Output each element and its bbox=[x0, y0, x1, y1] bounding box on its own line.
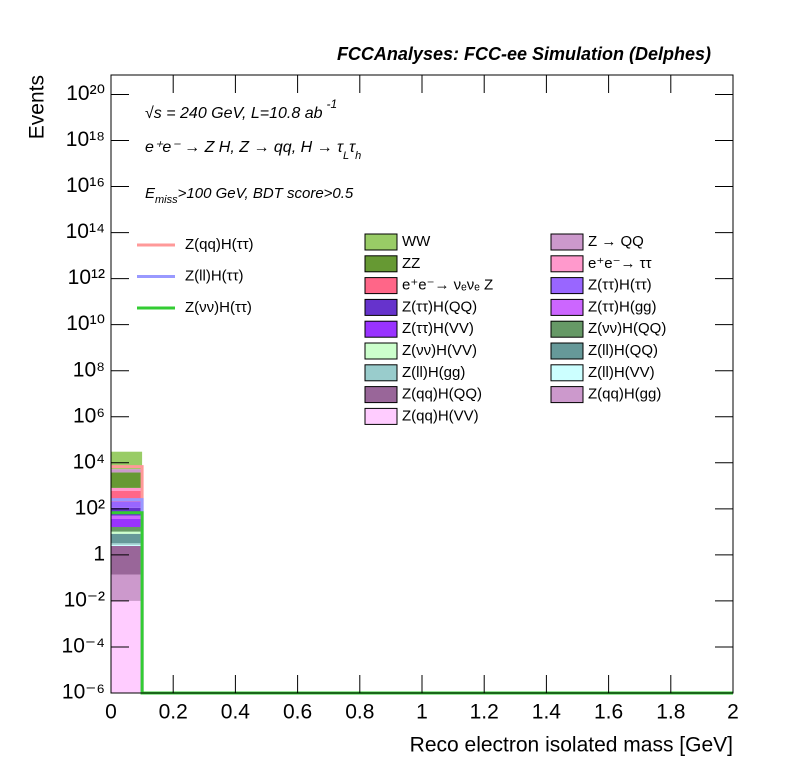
legend-label: Z(qq)H(gg) bbox=[588, 386, 661, 403]
y-tick-label: 10⁻² bbox=[64, 588, 105, 611]
line bbox=[111, 465, 733, 695]
y-tick-label: 10¹⁴ bbox=[66, 220, 105, 243]
y-tick-label: 10⁻⁶ bbox=[62, 681, 105, 704]
y-tick-label: 10¹⁸ bbox=[66, 128, 105, 151]
bar bbox=[111, 545, 143, 575]
x-tick-label: 0.2 bbox=[159, 701, 188, 724]
bar bbox=[111, 490, 143, 502]
bar bbox=[111, 515, 143, 519]
legend-label: e⁺e⁻→ νₑνₑ Z bbox=[402, 277, 493, 294]
legend-swatch bbox=[364, 255, 398, 273]
legend-swatch bbox=[550, 233, 584, 251]
line bbox=[111, 511, 733, 695]
legend-label: Z(ττ)H(VV) bbox=[402, 320, 474, 337]
legend-swatch bbox=[550, 277, 584, 295]
legend-label: Z(ττ)H(gg) bbox=[588, 298, 657, 315]
annotation-part: √s = 240 GeV, L=10.8 ab bbox=[145, 105, 323, 122]
bar bbox=[111, 531, 143, 534]
legend-swatch bbox=[364, 320, 398, 338]
legend-label: Z → QQ bbox=[588, 233, 644, 250]
legend-swatch bbox=[550, 364, 584, 382]
bar bbox=[111, 501, 143, 508]
annotation: e⁺e⁻ → Z H, Z → qq, H → τLτh bbox=[145, 139, 361, 162]
legend-swatch bbox=[364, 407, 398, 425]
y-tick-label: 10²⁰ bbox=[66, 82, 105, 105]
annotation-part: L bbox=[343, 150, 349, 162]
annotation-part: -1 bbox=[327, 97, 338, 111]
x-tick-label: 0.8 bbox=[345, 701, 374, 724]
legend-label: ZZ bbox=[402, 255, 420, 272]
legend-label: Z(ll)H(VV) bbox=[588, 364, 655, 381]
y-axis-label: Events bbox=[26, 75, 49, 139]
legend-label: Z(qq)H(QQ) bbox=[402, 386, 482, 403]
legend-label: Z(νν)H(VV) bbox=[402, 342, 477, 359]
legend-swatch bbox=[364, 233, 398, 251]
y-tick-label: 10⁶ bbox=[73, 404, 105, 427]
legend-swatch bbox=[364, 342, 398, 360]
legend-label: Z(ττ)H(QQ) bbox=[402, 298, 477, 315]
legend-label: Z(ττ)H(ττ) bbox=[588, 277, 652, 294]
y-tick-label: 10¹⁰ bbox=[66, 312, 105, 335]
legend-swatch bbox=[550, 298, 584, 316]
bar bbox=[111, 487, 143, 491]
x-axis-label: Reco electron isolated mass [GeV] bbox=[410, 734, 733, 757]
annotation: Emiss>100 GeV, BDT score>0.5 bbox=[145, 185, 354, 206]
legend-swatch bbox=[550, 386, 584, 404]
chart-title: FCCAnalyses: FCC-ee Simulation (Delphes) bbox=[337, 44, 711, 64]
bar bbox=[111, 472, 143, 488]
y-tick-label: 10⁸ bbox=[73, 358, 105, 381]
legend-swatch bbox=[364, 386, 398, 404]
legend-swatch bbox=[550, 255, 584, 273]
bar bbox=[111, 518, 143, 528]
y-tick-label: 1 bbox=[93, 542, 105, 565]
annotation-part: >100 GeV, BDT score>0.5 bbox=[178, 185, 354, 202]
annotation-part: τ bbox=[349, 139, 356, 156]
legend-label: WW bbox=[402, 233, 431, 250]
y-tick-label: 10¹² bbox=[68, 266, 105, 289]
y-tick-label: 10⁻⁴ bbox=[62, 635, 105, 658]
x-tick-label: 1.4 bbox=[532, 701, 562, 724]
legend-label: e⁺e⁻→ ττ bbox=[588, 255, 652, 272]
x-tick-label: 2 bbox=[727, 701, 739, 724]
y-tick-label: 10² bbox=[75, 496, 105, 519]
bar bbox=[111, 451, 143, 470]
y-tick-label: 10⁴ bbox=[73, 450, 105, 473]
bar bbox=[111, 469, 143, 473]
legend-label: Z(qq)H(ττ) bbox=[185, 236, 254, 253]
bar bbox=[111, 533, 143, 544]
legend-swatch bbox=[550, 320, 584, 338]
line bbox=[111, 498, 733, 695]
x-tick-label: 0.6 bbox=[283, 701, 312, 724]
annotation-part: h bbox=[355, 150, 361, 162]
x-tick-label: 1.6 bbox=[594, 701, 623, 724]
legend-label: Z(νν)H(ττ) bbox=[185, 299, 252, 316]
bar bbox=[111, 574, 143, 601]
annotation-part: miss bbox=[155, 194, 178, 206]
bar bbox=[111, 544, 143, 546]
legend-label: Z(ll)H(ττ) bbox=[185, 267, 244, 284]
y-tick-label: 10¹⁶ bbox=[66, 174, 105, 197]
legend-swatch bbox=[550, 342, 584, 360]
bar bbox=[111, 543, 143, 545]
x-tick-label: 1 bbox=[416, 701, 428, 724]
annotation-part: E bbox=[145, 185, 156, 202]
bar bbox=[111, 527, 143, 532]
x-tick-label: 1.2 bbox=[470, 701, 499, 724]
legend-label: Z(ll)H(QQ) bbox=[588, 342, 658, 359]
legend-swatch bbox=[364, 298, 398, 316]
legend-label: Z(νν)H(QQ) bbox=[588, 320, 666, 337]
annotation: √s = 240 GeV, L=10.8 ab -1 bbox=[145, 97, 337, 122]
x-tick-label: 1.8 bbox=[656, 701, 685, 724]
legend-label: Z(ll)H(gg) bbox=[402, 364, 465, 381]
legend-swatch bbox=[364, 364, 398, 382]
legend-label: Z(qq)H(VV) bbox=[402, 407, 479, 424]
legend-swatch bbox=[364, 277, 398, 295]
plot-frame bbox=[110, 74, 734, 694]
x-tick-label: 0 bbox=[105, 701, 117, 724]
x-tick-label: 0.4 bbox=[221, 701, 251, 724]
annotation-part: e⁺e⁻ → Z H, Z → qq, H → τ bbox=[145, 139, 344, 156]
